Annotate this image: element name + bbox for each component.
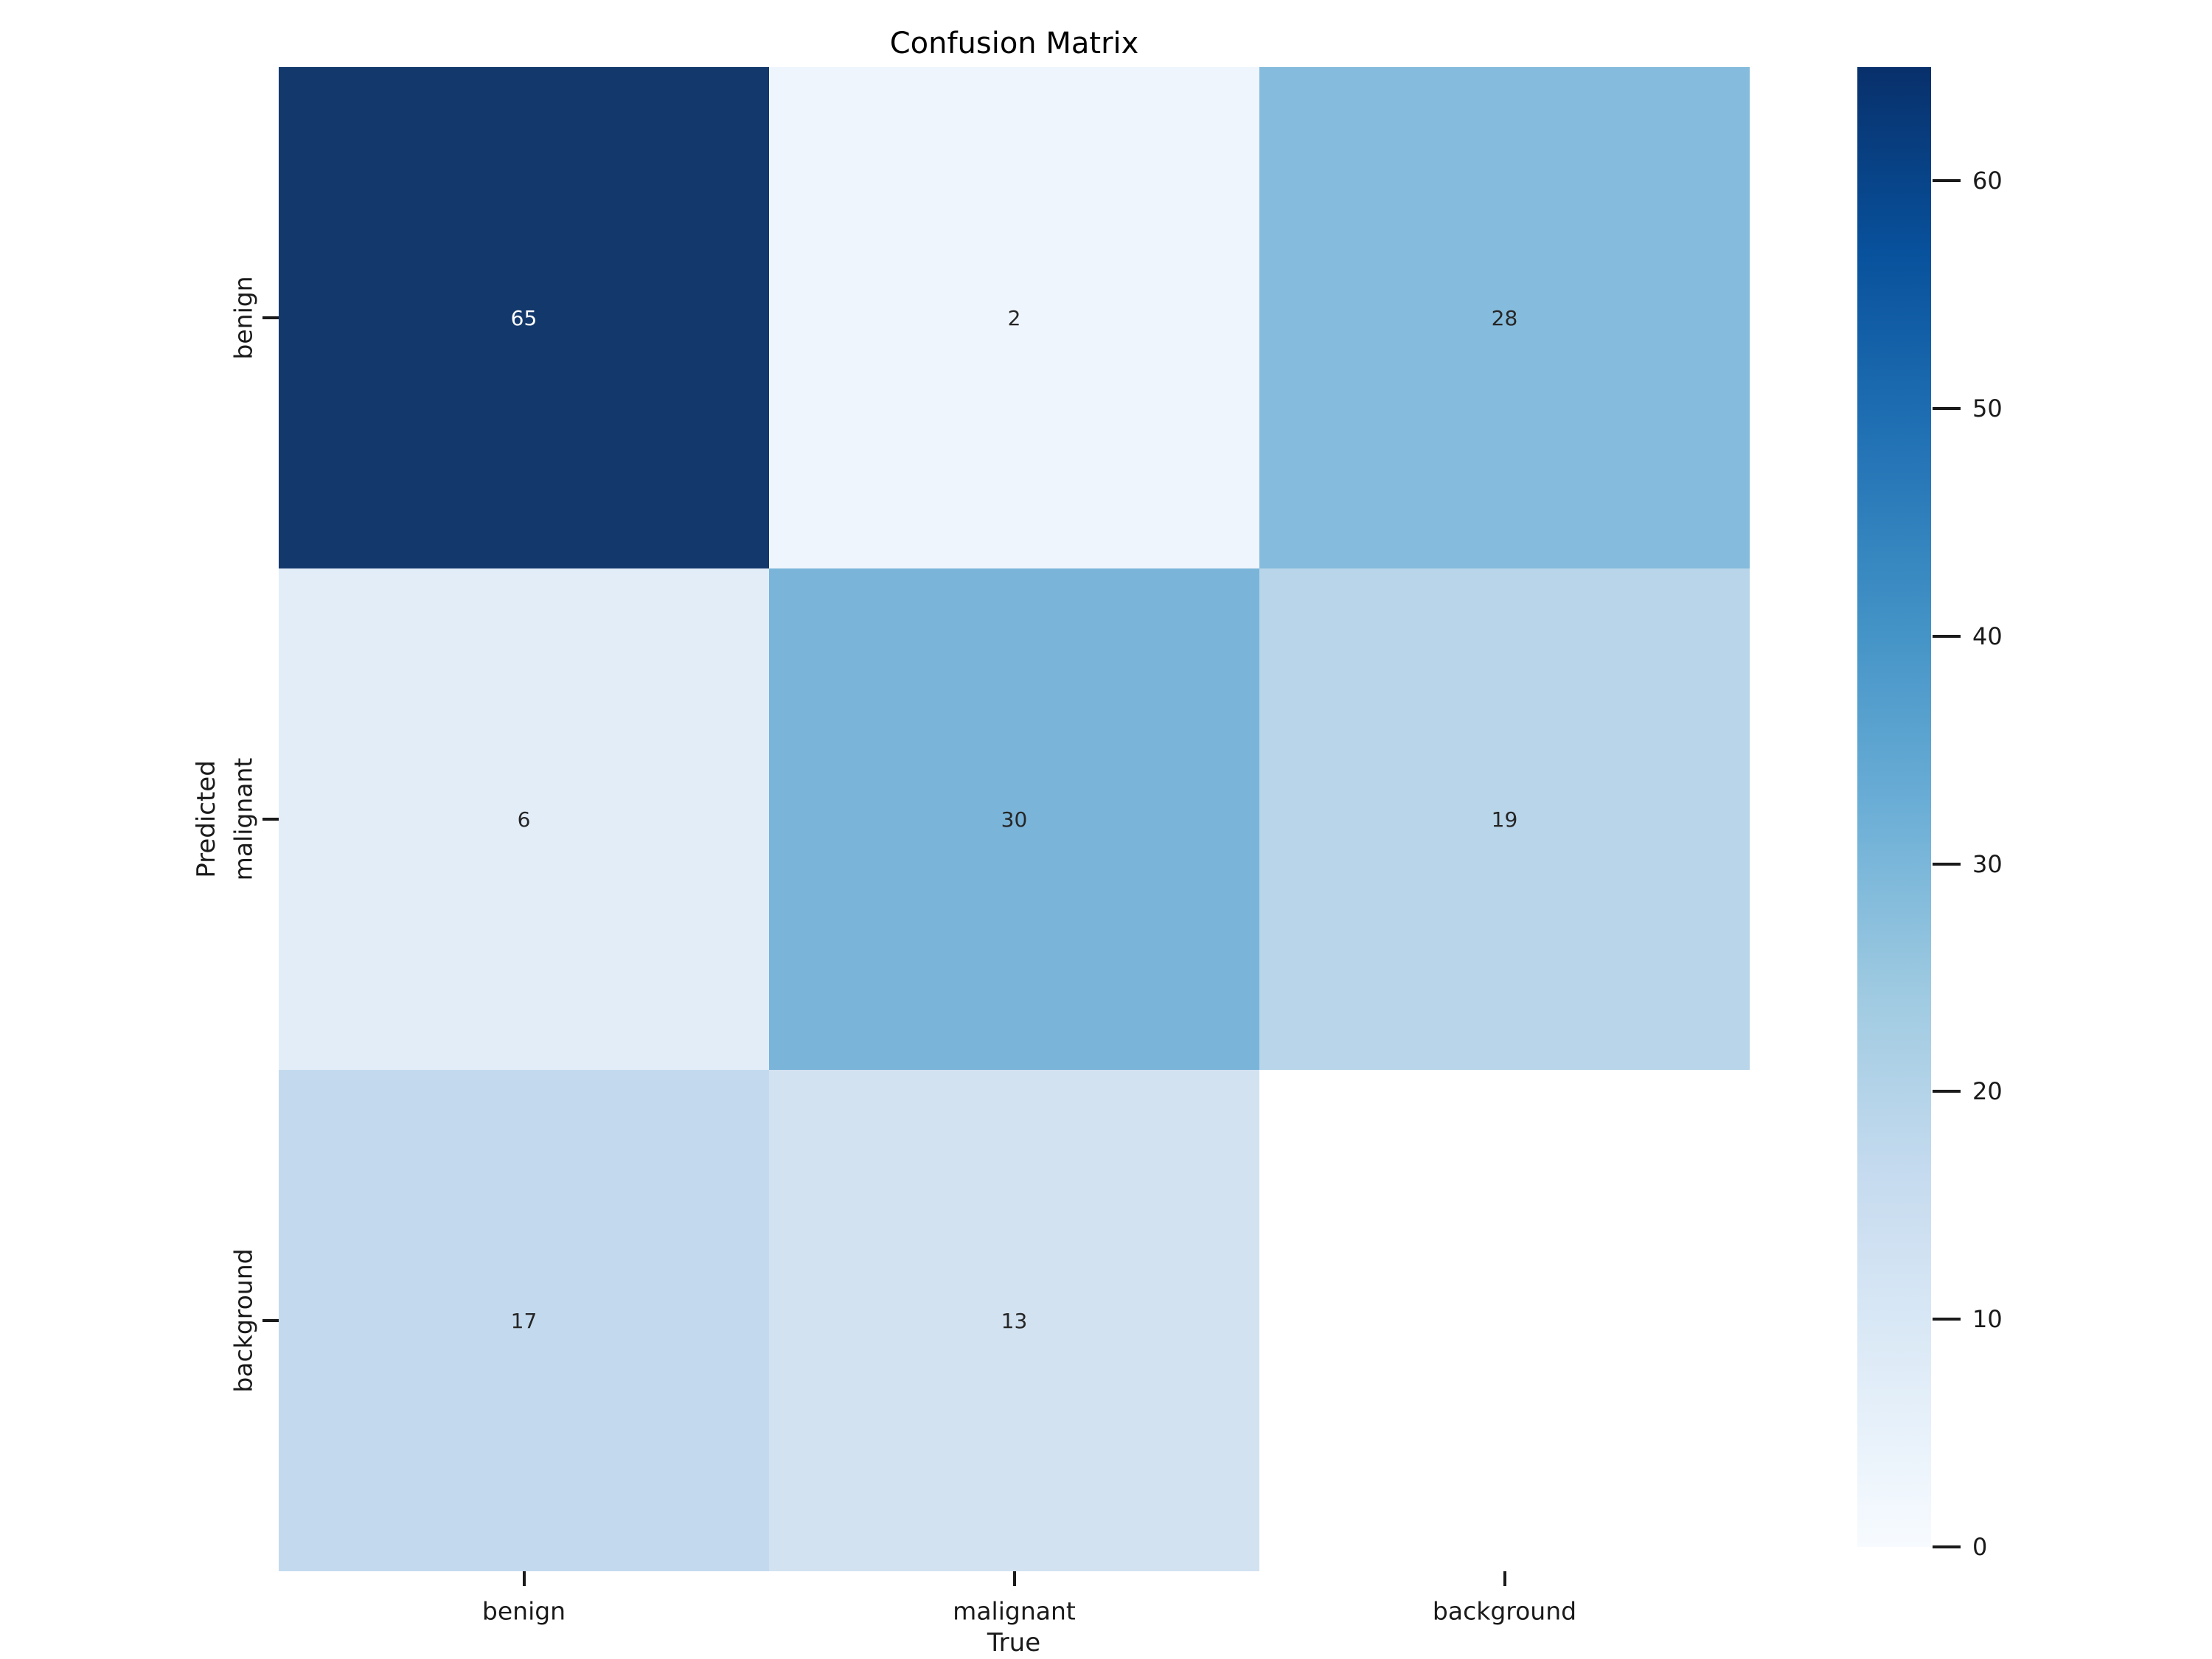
heatmap-cell: 6 [279,568,769,1070]
x-tick-label-benign: benign [481,1596,566,1626]
heatmap-cell: 17 [279,1070,769,1571]
colorbar-tick-label-10: 10 [1972,1305,2003,1334]
colorbar-tick-mark [1933,1545,1961,1548]
colorbar: 0 10 20 30 40 50 60 [1857,67,2003,1561]
chart-title: Confusion Matrix [889,27,1139,60]
colorbar-tick-label-30: 30 [1972,849,2003,878]
x-tick-mark [1012,1571,1016,1586]
colorbar-tick-mark [1933,179,1961,183]
heatmap-cell: 2 [769,67,1259,568]
heatmap-cell: 19 [1259,568,1750,1070]
y-tick-mark [262,1319,279,1322]
y-tick-label-background: background [229,1248,258,1393]
y-tick-label-benign: benign [229,276,258,360]
x-tick-mark [1503,1571,1506,1586]
heatmap-cell [1259,1070,1750,1571]
colorbar-tick-label-40: 40 [1972,622,2003,650]
y-axis-label: Predicted [192,760,221,878]
colorbar-tick-label-20: 20 [1972,1077,2003,1106]
colorbar-tick-mark [1933,634,1961,638]
x-axis-label: True [987,1628,1041,1658]
heatmap-grid: 65 2 28 6 30 19 17 13 [279,67,1750,1571]
colorbar-tick-mark [1933,1318,1961,1321]
y-tick-mark [262,316,279,319]
colorbar-tick-label-0: 0 [1972,1533,1988,1561]
x-tick-label-malignant: malignant [953,1596,1076,1626]
heatmap-cell: 65 [279,67,769,568]
heatmap-cell: 13 [769,1070,1259,1571]
y-tick-label-malignant: malignant [229,757,258,881]
x-tick-label-background: background [1432,1596,1577,1626]
colorbar-tick-mark [1933,1090,1961,1093]
heatmap-cell: 28 [1259,67,1750,568]
colorbar-tick-mark [1933,407,1961,411]
colorbar-tick-label-50: 50 [1972,394,2003,423]
y-tick-mark [262,818,279,821]
x-tick-mark [522,1571,526,1586]
heatmap-cell: 30 [769,568,1259,1070]
colorbar-tick-label-60: 60 [1972,167,2003,195]
colorbar-gradient [1857,67,1931,1547]
colorbar-tick-mark [1933,862,1961,866]
